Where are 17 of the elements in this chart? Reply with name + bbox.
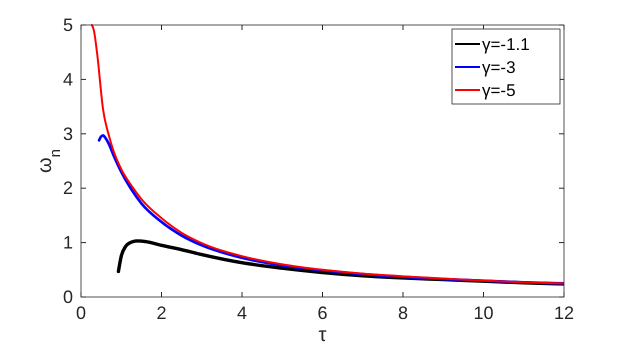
y-tick-label: 3	[62, 124, 73, 144]
y-tick-label: 4	[62, 69, 73, 90]
x-tick-label: 6	[317, 303, 328, 323]
x-tick-label: 10	[473, 303, 494, 323]
legend-label: γ=-1.1	[482, 35, 530, 54]
x-tick-label: 2	[156, 303, 167, 323]
x-tick-label: 4	[236, 303, 248, 323]
legend-label: γ=-5	[482, 81, 516, 100]
y-tick-label: 2	[62, 178, 73, 198]
x-axis-title: τ	[318, 324, 327, 343]
x-tick-label: 0	[76, 303, 86, 323]
legend-label: γ=-3	[482, 58, 516, 77]
y-tick-label: 1	[62, 232, 73, 253]
x-tick-label: 8	[398, 303, 408, 323]
y-tick-label: 0	[62, 287, 73, 307]
x-tick-label: 12	[554, 303, 574, 323]
y-tick-label: 5	[62, 15, 73, 35]
